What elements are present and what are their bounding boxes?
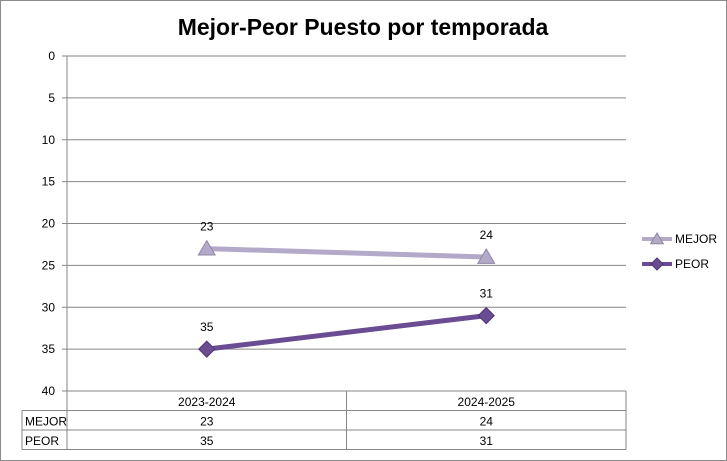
data-label: 23 bbox=[200, 220, 214, 234]
y-tick-label: 10 bbox=[42, 133, 56, 147]
y-tick-label: 20 bbox=[42, 217, 56, 231]
y-tick-label: 0 bbox=[48, 49, 55, 63]
table-cell: 31 bbox=[480, 434, 494, 448]
legend: MEJOR PEOR bbox=[642, 232, 717, 271]
x-category-label: 2023-2024 bbox=[178, 395, 236, 409]
series-group: 23 24 35 31 bbox=[197, 220, 496, 358]
y-tick-label: 25 bbox=[42, 258, 56, 272]
y-tick-label: 30 bbox=[42, 300, 56, 314]
table-cell: 24 bbox=[480, 415, 494, 429]
gridlines bbox=[67, 55, 626, 392]
point-marker bbox=[198, 340, 216, 358]
point-marker bbox=[476, 248, 496, 264]
data-label: 35 bbox=[200, 320, 214, 334]
series-line-peor bbox=[204, 313, 489, 352]
series-line-mejor bbox=[204, 246, 489, 260]
data-label: 24 bbox=[480, 228, 494, 242]
x-category-label: 2024-2025 bbox=[458, 395, 516, 409]
data-label: 31 bbox=[480, 287, 494, 301]
legend-label: MEJOR bbox=[675, 232, 717, 246]
legend-marker bbox=[650, 257, 664, 271]
chart-title: Mejor-Peor Puesto por temporada bbox=[178, 14, 549, 40]
y-tick-label: 15 bbox=[42, 175, 56, 189]
point-marker bbox=[197, 239, 217, 256]
y-tick-label: 5 bbox=[48, 91, 55, 105]
table-row-header: PEOR bbox=[25, 434, 59, 448]
table-cell: 35 bbox=[200, 434, 214, 448]
table-cell: 23 bbox=[200, 415, 214, 429]
y-tick-label: 35 bbox=[42, 342, 56, 356]
y-tick-label: 40 bbox=[42, 384, 56, 398]
data-table: 2023-2024 2024-2025 MEJOR 23 24 PEOR 35 31 bbox=[21, 391, 627, 450]
legend-marker bbox=[649, 232, 665, 245]
legend-label: PEOR bbox=[675, 257, 709, 271]
y-axis: 0 5 10 15 20 25 30 35 40 bbox=[42, 49, 68, 398]
point-marker bbox=[477, 306, 495, 325]
table-row-header: MEJOR bbox=[25, 415, 67, 429]
